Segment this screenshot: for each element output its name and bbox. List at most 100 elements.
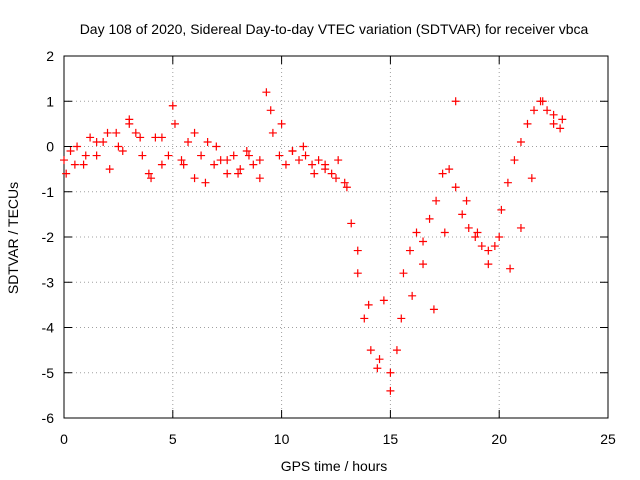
data-point bbox=[490, 242, 499, 251]
data-point bbox=[360, 314, 369, 323]
data-point bbox=[347, 219, 356, 228]
data-point bbox=[66, 147, 75, 156]
y-axis-label: SDTVAR / TECUs bbox=[5, 182, 21, 294]
data-point bbox=[516, 137, 525, 146]
data-point bbox=[366, 346, 375, 355]
data-point bbox=[340, 178, 349, 187]
data-point bbox=[516, 223, 525, 232]
x-tick-label: 25 bbox=[600, 431, 616, 447]
x-tick-label: 10 bbox=[274, 431, 290, 447]
data-point bbox=[212, 142, 221, 151]
data-point bbox=[229, 151, 238, 160]
data-point bbox=[549, 110, 558, 119]
data-point bbox=[190, 174, 199, 183]
data-point bbox=[386, 386, 395, 395]
data-point bbox=[92, 151, 101, 160]
axes bbox=[63, 55, 609, 419]
data-point bbox=[432, 196, 441, 205]
data-point bbox=[157, 160, 166, 169]
data-point bbox=[458, 210, 467, 219]
data-point bbox=[503, 178, 512, 187]
data-point bbox=[549, 119, 558, 128]
data-point bbox=[73, 142, 82, 151]
data-point bbox=[255, 174, 264, 183]
y-tick-label: 2 bbox=[46, 48, 54, 64]
plot-frame bbox=[63, 55, 609, 419]
data-point bbox=[201, 178, 210, 187]
data-point bbox=[262, 88, 271, 97]
data-point bbox=[103, 128, 112, 137]
data-point bbox=[497, 205, 506, 214]
data-point bbox=[281, 160, 290, 169]
data-point bbox=[114, 142, 123, 151]
data-point bbox=[157, 133, 166, 142]
data-point bbox=[334, 156, 343, 165]
data-point bbox=[288, 147, 297, 156]
data-point bbox=[177, 156, 186, 165]
data-point bbox=[451, 97, 460, 106]
data-point bbox=[373, 364, 382, 373]
data-point bbox=[277, 119, 286, 128]
data-point bbox=[523, 119, 532, 128]
data-point bbox=[203, 137, 212, 146]
data-point bbox=[164, 151, 173, 160]
data-point bbox=[451, 183, 460, 192]
data-point bbox=[408, 291, 417, 300]
data-point bbox=[118, 147, 127, 156]
data-point bbox=[62, 169, 71, 178]
x-axis-label: GPS time / hours bbox=[281, 458, 388, 474]
data-point bbox=[144, 169, 153, 178]
data-point bbox=[105, 165, 114, 174]
data-point bbox=[210, 160, 219, 169]
data-point bbox=[399, 269, 408, 278]
data-point bbox=[138, 151, 147, 160]
data-point bbox=[244, 151, 253, 160]
data-point bbox=[425, 214, 434, 223]
data-point bbox=[190, 128, 199, 137]
data-point bbox=[299, 142, 308, 151]
data-points bbox=[60, 88, 567, 395]
data-point bbox=[464, 223, 473, 232]
data-point bbox=[268, 128, 277, 137]
data-point bbox=[223, 169, 232, 178]
data-point bbox=[255, 156, 264, 165]
data-point bbox=[327, 169, 336, 178]
data-point bbox=[223, 156, 232, 165]
data-point bbox=[405, 246, 414, 255]
data-point bbox=[275, 151, 284, 160]
data-point bbox=[310, 169, 319, 178]
data-point bbox=[543, 106, 552, 115]
data-point bbox=[477, 242, 486, 251]
data-point bbox=[321, 160, 330, 169]
data-point bbox=[558, 115, 567, 124]
x-tick-label: 15 bbox=[383, 431, 399, 447]
data-point bbox=[462, 196, 471, 205]
y-tick-label: -1 bbox=[42, 184, 55, 200]
data-point bbox=[301, 151, 310, 160]
data-point bbox=[506, 264, 515, 273]
data-point bbox=[353, 246, 362, 255]
data-point bbox=[136, 133, 145, 142]
y-tick-label: -2 bbox=[42, 229, 55, 245]
data-point bbox=[438, 169, 447, 178]
data-point bbox=[419, 237, 428, 246]
data-point bbox=[429, 305, 438, 314]
data-point bbox=[197, 151, 206, 160]
data-point bbox=[332, 174, 340, 183]
x-tick-label: 5 bbox=[169, 431, 177, 447]
data-point bbox=[397, 314, 406, 323]
y-tick-label: -3 bbox=[42, 274, 55, 290]
data-point bbox=[530, 106, 539, 115]
data-point bbox=[112, 128, 121, 137]
data-point bbox=[236, 165, 245, 174]
data-point bbox=[484, 260, 493, 269]
data-point bbox=[81, 151, 90, 160]
data-point bbox=[379, 296, 388, 305]
data-point bbox=[342, 183, 351, 192]
data-point bbox=[484, 246, 493, 255]
y-tick-label: -6 bbox=[42, 410, 55, 426]
data-point bbox=[538, 97, 547, 106]
data-point bbox=[471, 233, 480, 241]
